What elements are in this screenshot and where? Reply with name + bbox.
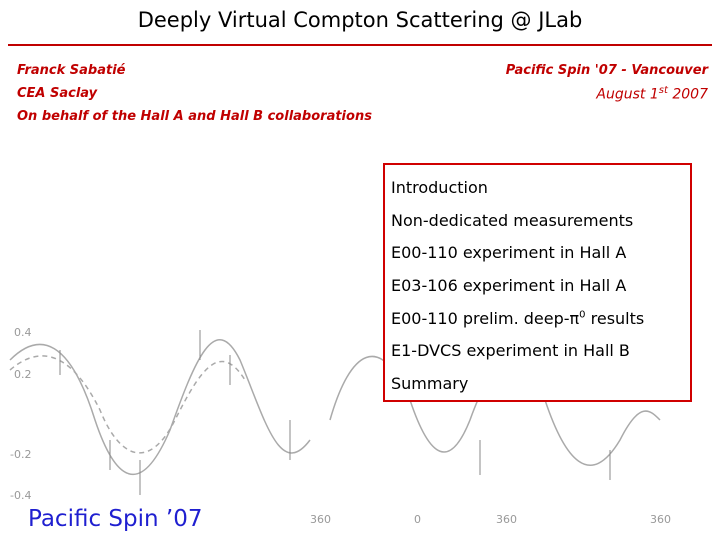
plot-label: 360	[310, 513, 331, 526]
plot-label: 360	[650, 513, 671, 526]
slide-title: Deeply Virtual Compton Scattering @ JLab	[137, 8, 583, 32]
author-name: Franck Sabatié	[17, 63, 126, 78]
item-text: E00-110 prelim. deep-π	[391, 309, 580, 328]
outline-box: Introduction Non-dedicated measurements …	[383, 163, 692, 402]
outline-item: Introduction	[391, 178, 488, 197]
outline-item: E00-110 prelim. deep-π0 results	[391, 309, 644, 328]
plot-label: -0.4	[10, 489, 32, 502]
outline-item: E1-DVCS experiment in Hall B	[391, 341, 630, 360]
outline-item: Summary	[391, 374, 469, 393]
date-sup: st	[658, 85, 668, 96]
outline-item: E03-106 experiment in Hall A	[391, 276, 627, 295]
date-text: 2007	[672, 86, 708, 103]
footer: Pacific Spin ’07	[28, 506, 203, 532]
date-text: August 1	[596, 86, 659, 103]
item-sup: 0	[579, 309, 586, 321]
plot-label: 360	[496, 513, 517, 526]
plot-label: 0	[414, 513, 421, 526]
title-rule	[8, 44, 712, 46]
plot-label: 0.2	[14, 368, 32, 381]
plot-label: 0.4	[14, 326, 32, 339]
item-text: results	[590, 309, 645, 328]
author-affiliation: On behalf of the Hall A and Hall B colla…	[17, 109, 372, 124]
outline-item: Non-dedicated measurements	[391, 211, 634, 230]
event-date: August 1st 2007	[596, 85, 708, 103]
author-institution: CEA Saclay	[17, 86, 98, 101]
outline-item: E00-110 experiment in Hall A	[391, 243, 627, 262]
event-name: Pacific Spin '07 - Vancouver	[505, 63, 708, 78]
plot-label: -0.2	[10, 448, 32, 461]
